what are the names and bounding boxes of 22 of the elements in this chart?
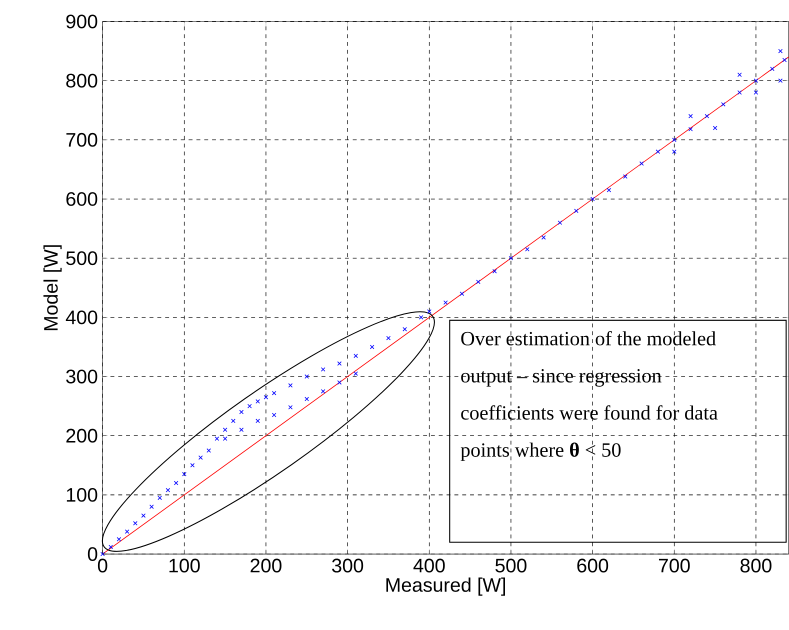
x-tick-label: 200 <box>250 558 282 572</box>
x-tick-label: 100 <box>169 558 200 572</box>
y-tick-label: 200 <box>66 428 98 442</box>
y-tick-label: 900 <box>66 14 98 28</box>
y-tick-label: 0 <box>88 546 98 561</box>
x-tick-label: 300 <box>332 558 364 572</box>
x-tick-label: 0 <box>98 558 108 572</box>
annotation: Over estimation of the modeled output – since regression coefficients were found for data points where θ < 50 <box>460 330 718 461</box>
x-tick-label: 700 <box>658 558 690 572</box>
y-tick-label: 500 <box>66 251 98 265</box>
y-axis-title: Model [W] <box>43 245 62 330</box>
y-tick-label: 700 <box>66 132 98 147</box>
x-tick-label: 500 <box>495 558 526 572</box>
x-axis-title: Measured [W] <box>386 577 506 596</box>
y-tick-label: 800 <box>66 74 98 88</box>
x-tick-label: 800 <box>740 558 772 572</box>
y-tick-label: 600 <box>66 192 98 206</box>
y-tick-label: 300 <box>66 369 98 384</box>
y-tick-label: 100 <box>66 488 98 502</box>
y-tick-label: 400 <box>66 310 98 324</box>
x-tick-label: 600 <box>577 558 608 572</box>
x-tick-label: 400 <box>413 558 445 572</box>
